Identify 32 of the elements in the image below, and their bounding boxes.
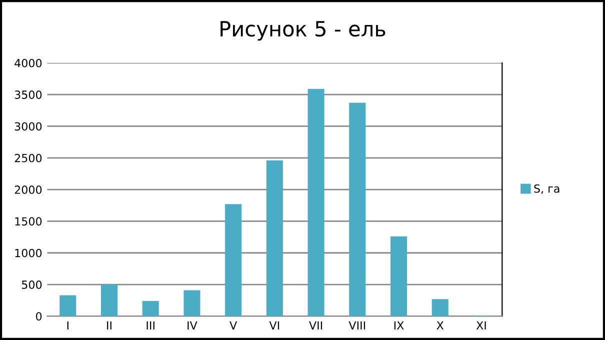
y-tick-label: 3000 [14, 122, 42, 131]
x-tick-label: X [436, 321, 444, 330]
y-tick-label: 500 [22, 280, 42, 289]
bar [266, 160, 283, 316]
chart-title: Рисунок 5 - ель [220, 21, 386, 41]
bar [225, 204, 242, 316]
bar [184, 290, 200, 316]
x-tick-label: III [146, 321, 154, 330]
x-tick-label: XI [476, 321, 486, 330]
bar [308, 88, 324, 316]
y-tick-label: 1500 [15, 217, 42, 226]
x-tick-label: IX [394, 321, 404, 330]
x-tick-label: VI [269, 321, 280, 330]
bar [390, 236, 408, 316]
x-tick-label: IV [188, 321, 198, 330]
x-tick-label: VIII [348, 321, 366, 330]
legend-label: S, га [534, 184, 560, 194]
bar [432, 299, 448, 316]
y-tick-label: 0 [36, 312, 42, 321]
bar [60, 295, 76, 316]
x-tick-label: II [107, 321, 112, 330]
x-tick-label: I [67, 321, 68, 330]
bar [142, 301, 159, 316]
bar [349, 102, 366, 316]
y-tick-label: 3500 [14, 90, 42, 99]
x-tick-label: V [230, 321, 238, 330]
bar [100, 284, 118, 316]
x-tick-label: VII [309, 321, 322, 330]
y-tick-label: 1000 [15, 248, 42, 258]
y-tick-label: 2500 [14, 154, 42, 162]
y-tick-label: 2000 [14, 186, 42, 194]
y-tick-label: 4000 [14, 58, 42, 68]
